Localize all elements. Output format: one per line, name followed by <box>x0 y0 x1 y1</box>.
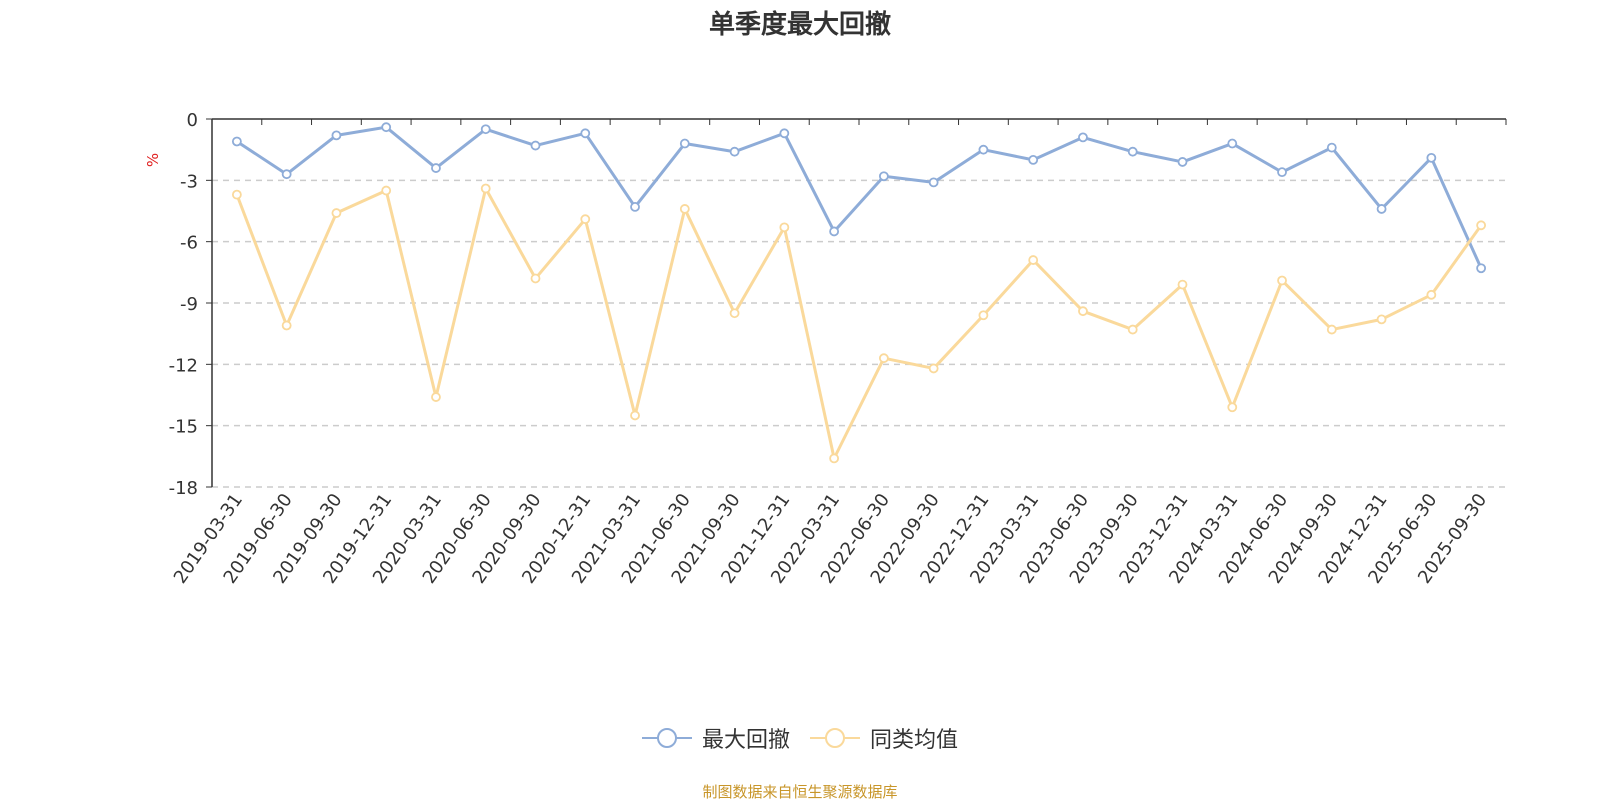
data-point <box>1426 289 1437 300</box>
data-point <box>630 410 640 421</box>
legend-label-max-drawdown: 最大回撤 <box>701 728 790 753</box>
y-tick-label: -9 <box>180 294 198 315</box>
series-line-0 <box>236 125 1483 269</box>
y-tick-label: -12 <box>169 355 198 376</box>
y-tick-label: -3 <box>180 171 198 192</box>
data-point <box>381 122 392 133</box>
legend: 最大回撤 同类均值 <box>0 722 1600 754</box>
data-point <box>1476 263 1487 274</box>
data-point <box>1127 324 1138 335</box>
data-point <box>928 177 939 188</box>
data-point <box>580 214 591 225</box>
data-point <box>978 310 989 321</box>
data-point <box>829 453 840 464</box>
legend-item-max-drawdown[interactable]: 最大回撤 <box>641 722 790 754</box>
axes: 0-3-6-9-12-15-182019-03-312019-06-302019… <box>169 110 1507 588</box>
data-point <box>779 222 790 233</box>
data-point <box>480 183 491 194</box>
y-tick-label: -18 <box>169 478 198 499</box>
data-point <box>1227 138 1238 149</box>
chart-title: 单季度最大回撤 <box>708 10 891 40</box>
data-point <box>580 128 591 139</box>
data-point <box>679 138 690 149</box>
data-point <box>431 392 441 402</box>
data-point <box>928 363 939 374</box>
data-point <box>630 202 640 212</box>
data-point <box>1326 324 1337 335</box>
data-point <box>381 185 392 196</box>
data-point <box>679 204 690 214</box>
legend-swatch-max-drawdown <box>641 728 692 748</box>
data-point <box>1476 220 1487 231</box>
y-axis-unit-label: % <box>144 153 162 167</box>
data-point <box>231 189 242 200</box>
data-point <box>331 208 342 218</box>
data-point <box>1277 167 1287 178</box>
series-lines <box>231 122 1487 464</box>
data-point <box>1078 132 1088 143</box>
legend-item-peer-average[interactable]: 同类均值 <box>810 722 958 754</box>
data-point <box>878 171 889 182</box>
series-line-1 <box>235 187 1483 460</box>
data-point <box>878 353 889 364</box>
data-point <box>1028 154 1039 165</box>
data-point <box>729 308 740 319</box>
data-point <box>281 169 292 180</box>
data-point <box>231 136 242 147</box>
data-point <box>1028 255 1039 265</box>
data-point <box>1078 306 1088 317</box>
data-point <box>1376 314 1387 325</box>
data-point <box>530 273 541 284</box>
data-point <box>1326 142 1337 153</box>
data-point <box>1177 157 1188 167</box>
data-point <box>1376 204 1387 214</box>
legend-swatch-peer-average <box>810 728 860 748</box>
data-point <box>1426 152 1437 163</box>
data-point <box>530 140 541 151</box>
data-point <box>829 226 840 237</box>
data-point <box>281 320 292 331</box>
data-point <box>1127 146 1138 157</box>
data-point <box>331 130 342 141</box>
data-point <box>978 144 989 155</box>
data-point <box>729 146 740 157</box>
y-tick-label: -6 <box>180 233 198 254</box>
data-point <box>1177 279 1188 290</box>
data-point <box>779 128 790 139</box>
data-point <box>431 163 441 173</box>
legend-label-peer-average: 同类均值 <box>870 728 959 753</box>
y-tick-label: 0 <box>187 110 198 131</box>
y-tick-label: -15 <box>169 417 198 438</box>
data-point <box>1277 275 1287 286</box>
grid-lines <box>212 179 1506 488</box>
data-point <box>480 124 491 135</box>
data-point <box>1227 402 1238 413</box>
source-note: 制图数据来自恒生聚源数据库 <box>702 783 898 801</box>
